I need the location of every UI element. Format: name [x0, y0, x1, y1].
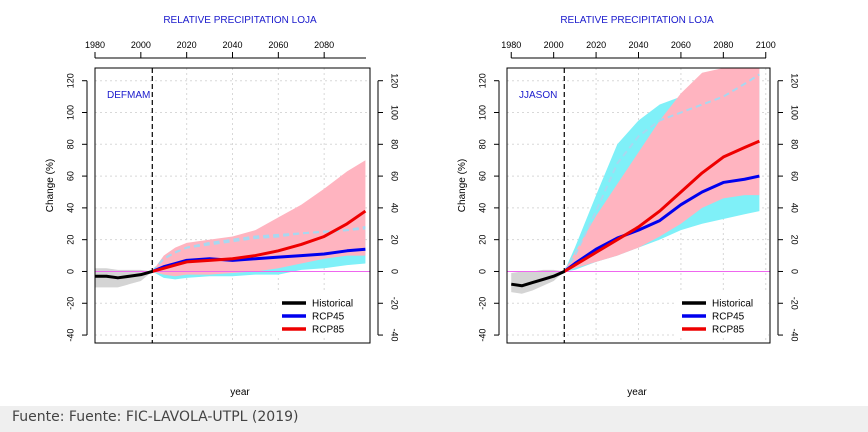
- right-axis-tick-label: 120: [390, 73, 400, 88]
- top-axis-tick-label: 1980: [85, 40, 105, 50]
- legend-label: Historical: [312, 299, 353, 310]
- right-axis-tick-label: 60: [390, 171, 400, 181]
- right-axis-tick-label: 20: [790, 235, 800, 245]
- right-axis-tick-label: 40: [790, 203, 800, 213]
- panel-label: JJASON: [519, 90, 557, 101]
- rcp45-dashed-upper-line: [563, 73, 760, 273]
- top-axis-tick-label: 2040: [222, 40, 242, 50]
- rcp85-series-line: [151, 209, 367, 273]
- right-axis-tick-label: -40: [390, 329, 400, 342]
- left-axis-tick-label: -20: [65, 297, 75, 310]
- left-axis-tick-label: 60: [477, 171, 487, 181]
- left-axis-tick-label: 20: [477, 235, 487, 245]
- right-axis-tick-label: -20: [790, 297, 800, 310]
- left-axis-tick-label: -40: [477, 329, 487, 342]
- rcp45-series-line: [151, 247, 366, 273]
- historical-series-line: [511, 270, 565, 288]
- rcp85-range-band: [152, 160, 366, 277]
- right-axis-tick-label: -40: [790, 329, 800, 342]
- left-axis-tick-label: 80: [477, 139, 487, 149]
- left-axis-tick-label: 60: [65, 171, 75, 181]
- historical-series-line: [95, 270, 153, 280]
- left-axis-tick-label: 0: [65, 269, 75, 274]
- legend-label: RCP45: [312, 312, 345, 323]
- top-axis-tick-label: 2080: [314, 40, 334, 50]
- plot-frame: [94, 67, 371, 344]
- left-axis-tick-label: -20: [477, 297, 487, 310]
- x-axis-label: year: [627, 387, 647, 398]
- rcp45-series-line: [563, 174, 760, 273]
- source-caption: Fuente: Fuente: FIC-LAVOLA-UTPL (2019): [12, 409, 299, 425]
- right-axis-tick-label: 40: [390, 203, 400, 213]
- plot-frame: [506, 67, 771, 344]
- right-axis-tick-label: 20: [390, 235, 400, 245]
- plot-area: [95, 68, 370, 343]
- left-axis-tick-label: 120: [477, 73, 487, 88]
- left-axis-tick-label: 120: [65, 73, 75, 88]
- left-axis-tick-label: -40: [65, 329, 75, 342]
- left-axis-tick-label: 20: [65, 235, 75, 245]
- top-axis-tick-label: 2040: [628, 40, 648, 50]
- chart-title: RELATIVE PRECIPITATION LOJA: [560, 15, 714, 26]
- x-axis-label: year: [230, 387, 250, 398]
- right-axis-tick-label: 80: [390, 139, 400, 149]
- top-axis-tick-label: 2060: [268, 40, 288, 50]
- right-axis-tick-label: 100: [390, 105, 400, 120]
- left-axis-tick-label: 100: [477, 105, 487, 120]
- top-axis-tick-label: 2000: [544, 40, 564, 50]
- right-axis-tick-label: -20: [390, 297, 400, 310]
- rcp85-series-line: [563, 139, 760, 273]
- legend-label: Historical: [712, 299, 753, 310]
- top-axis-tick-label: 1980: [501, 40, 521, 50]
- top-axis-tick-label: 2080: [713, 40, 733, 50]
- left-axis-tick-label: 40: [65, 203, 75, 213]
- rcp85-range-band: [564, 68, 760, 272]
- left-axis-tick-label: 0: [477, 269, 487, 274]
- right-axis-tick-label: 60: [790, 171, 800, 181]
- legend-label: RCP45: [712, 312, 745, 323]
- right-axis-tick-label: 0: [790, 269, 800, 274]
- right-axis-tick-label: 100: [790, 105, 800, 120]
- panel-label: DEFMAM: [107, 90, 150, 101]
- left-axis-tick-label: 80: [65, 139, 75, 149]
- top-axis-tick-label: 2020: [586, 40, 606, 50]
- top-axis-tick-label: 2020: [177, 40, 197, 50]
- right-axis-tick-label: 120: [790, 73, 800, 88]
- top-axis-tick-label: 2060: [671, 40, 691, 50]
- legend-label: RCP85: [312, 325, 345, 336]
- y-axis-label: Change (%): [45, 159, 56, 212]
- left-axis-tick-label: 40: [477, 203, 487, 213]
- left-axis-tick-label: 100: [65, 105, 75, 120]
- rcp85-dashed-upper-line: [151, 225, 366, 273]
- top-axis-tick-label: 2000: [131, 40, 151, 50]
- plot-area: [507, 68, 770, 343]
- legend-label: RCP85: [712, 325, 745, 336]
- right-axis-tick-label: 0: [390, 269, 400, 274]
- chart-title: RELATIVE PRECIPITATION LOJA: [163, 15, 317, 26]
- right-axis-tick-label: 80: [790, 139, 800, 149]
- y-axis-label: Change (%): [457, 159, 468, 212]
- top-axis-tick-label: 2100: [756, 40, 776, 50]
